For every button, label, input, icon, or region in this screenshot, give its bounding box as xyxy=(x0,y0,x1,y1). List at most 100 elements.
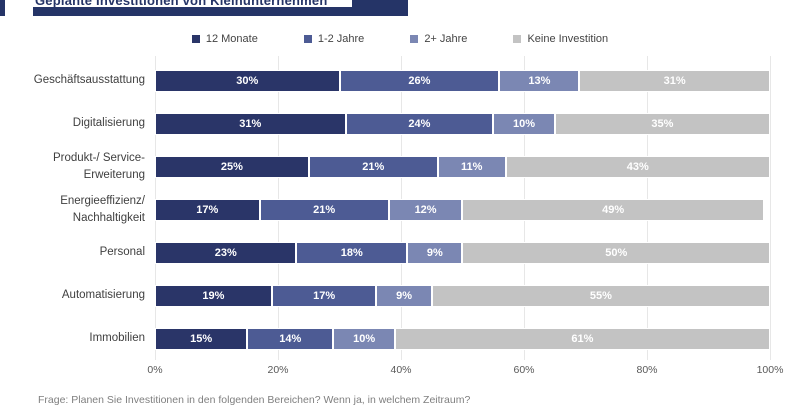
segment-value-label: 9% xyxy=(396,289,413,302)
chart-row-produkt-service-erweiterung: Produkt-/ Service- Erweiterung 25% 21% 11% 43… xyxy=(0,145,770,188)
category-label-line: Erweiterung xyxy=(83,168,145,181)
stacked-bar: 30% 26% 13% 31% xyxy=(155,69,770,92)
bar-segment-keine-investition: 49% xyxy=(462,198,764,221)
segment-value-label: 15% xyxy=(190,332,213,345)
bar-segment-keine-investition: 43% xyxy=(505,155,770,178)
category-label: Personal xyxy=(0,244,145,261)
bar-segment-2-jahre: 10% xyxy=(333,327,395,350)
chart-title: Geplante Investitionen von Kleinunterneh… xyxy=(35,0,328,8)
category-label-line: Digitalisierung xyxy=(72,117,145,130)
segment-value-label: 10% xyxy=(512,117,535,130)
category-label-line: Energieeffizienz/ xyxy=(60,194,145,207)
segment-value-label: 31% xyxy=(663,74,686,87)
segment-value-label: 11% xyxy=(461,160,483,173)
segment-value-label: 31% xyxy=(239,117,262,130)
bar-segment-2-jahre: 9% xyxy=(376,284,432,307)
chart-row-energieeffizienz-nachhaltigkeit: Energieeffizienz/Nachhaltigkeit 17% 21% 12%… xyxy=(0,188,770,231)
legend-item-12-monate: 12 Monate xyxy=(191,33,258,45)
bar-segment-2-jahre: 12% xyxy=(388,198,463,221)
bar-segment-2-jahre: 11% xyxy=(437,155,506,178)
segment-value-label: 25% xyxy=(220,160,243,173)
bar-segment-keine-investition: 31% xyxy=(579,69,770,92)
title-banner-mask xyxy=(33,0,352,7)
segment-value-label: 17% xyxy=(313,289,336,302)
stacked-bar: 17% 21% 12% 49% xyxy=(155,198,770,221)
bar-segment-keine-investition: 50% xyxy=(462,241,770,264)
bar-segment-2-jahre: 10% xyxy=(493,112,555,135)
category-label: Immobilien xyxy=(0,330,145,347)
segment-value-label: 9% xyxy=(426,246,443,259)
segment-value-label: 43% xyxy=(626,160,649,173)
bar-segment-12-monate: 23% xyxy=(155,241,297,264)
bar-segment-12-monate: 15% xyxy=(155,327,248,350)
category-label: Produkt-/ Service- Erweiterung xyxy=(0,150,145,183)
legend-label: Keine Investition xyxy=(527,33,609,45)
segment-value-label: 55% xyxy=(589,289,612,302)
segment-value-label: 17% xyxy=(196,203,219,216)
bar-segment-1-2-jahre: 24% xyxy=(345,112,494,135)
bar-segment-1-2-jahre: 18% xyxy=(296,241,408,264)
x-tick-label: 60% xyxy=(513,364,535,376)
x-tick-label: 80% xyxy=(636,364,658,376)
bar-segment-12-monate: 30% xyxy=(155,69,340,92)
legend-item-2-jahre: 2+ Jahre xyxy=(410,33,467,45)
x-tick-label: 20% xyxy=(267,364,289,376)
legend-swatch-icon xyxy=(410,35,419,43)
segment-value-label: 50% xyxy=(605,246,628,259)
category-label: Geschäftsausstattung xyxy=(0,72,145,89)
chart-row-automatisierung: Automatisierung 19% 17% 9% 55% xyxy=(0,274,770,317)
stacked-bar: 15% 14% 10% 61% xyxy=(155,327,770,350)
segment-value-label: 49% xyxy=(602,203,625,216)
category-label-line: Geschäftsausstattung xyxy=(33,74,145,87)
bar-segment-12-monate: 19% xyxy=(155,284,272,307)
legend-label: 12 Monate xyxy=(205,33,258,45)
x-axis: 0% 20% 40% 60% 80% 100% xyxy=(147,364,783,378)
segment-value-label: 24% xyxy=(408,117,431,130)
legend-item-keine-investition: Keine Investition xyxy=(513,33,608,45)
bar-segment-keine-investition: 35% xyxy=(554,112,770,135)
title-accent-left xyxy=(0,0,5,16)
segment-value-label: 19% xyxy=(202,289,225,302)
source-note: Frage: Planen Sie Investitionen in den f… xyxy=(38,394,471,406)
category-label-line: Immobilien xyxy=(89,332,145,345)
chart-row-personal: Personal 23% 18% 9% 50% xyxy=(0,231,770,274)
bar-segment-1-2-jahre: 17% xyxy=(271,284,377,307)
segment-value-label: 18% xyxy=(340,246,363,259)
segment-value-label: 61% xyxy=(571,332,594,345)
category-label: Energieeffizienz/Nachhaltigkeit xyxy=(0,193,145,226)
x-tick-label: 100% xyxy=(756,364,784,376)
category-label: Automatisierung xyxy=(0,287,145,304)
segment-value-label: 30% xyxy=(236,74,259,87)
bar-segment-12-monate: 31% xyxy=(155,112,346,135)
bar-segment-keine-investition: 55% xyxy=(431,284,770,307)
category-label-line: Automatisierung xyxy=(61,289,145,302)
category-label-line: Produkt-/ Service- xyxy=(52,151,145,164)
legend-label: 1-2 Jahre xyxy=(317,33,365,45)
segment-value-label: 13% xyxy=(528,74,551,87)
x-tick-label: 0% xyxy=(147,364,163,376)
bar-segment-1-2-jahre: 21% xyxy=(259,198,389,221)
legend-item-1-2-jahre: 1-2 Jahre xyxy=(303,33,365,45)
bar-segment-1-2-jahre: 14% xyxy=(247,327,334,350)
segment-value-label: 26% xyxy=(408,74,431,87)
plot-area: Geschäftsausstattung 30% 26% 13% 31% Digitali… xyxy=(0,59,770,360)
legend-swatch-icon xyxy=(513,35,522,43)
category-label-line: Nachhaltigkeit xyxy=(72,211,145,224)
bar-segment-2-jahre: 13% xyxy=(499,69,580,92)
bar-segment-2-jahre: 9% xyxy=(407,241,463,264)
bar-segment-1-2-jahre: 26% xyxy=(339,69,500,92)
chart-row-digitalisierung: Digitalisierung 31% 24% 10% 35% xyxy=(0,102,770,145)
segment-value-label: 35% xyxy=(651,117,674,130)
x-tick-label: 40% xyxy=(390,364,412,376)
segment-value-label: 12% xyxy=(414,203,437,216)
bar-segment-keine-investition: 61% xyxy=(394,327,770,350)
segment-value-label: 10% xyxy=(353,332,376,345)
segment-value-label: 21% xyxy=(362,160,385,173)
segment-value-label: 23% xyxy=(214,246,237,259)
stacked-bar: 31% 24% 10% 35% xyxy=(155,112,770,135)
legend-swatch-icon xyxy=(191,35,200,43)
bar-segment-1-2-jahre: 21% xyxy=(308,155,438,178)
legend-swatch-icon xyxy=(303,35,312,43)
segment-value-label: 14% xyxy=(279,332,302,345)
chart-row-gesch-ftsausstattung: Geschäftsausstattung 30% 26% 13% 31% xyxy=(0,59,770,102)
